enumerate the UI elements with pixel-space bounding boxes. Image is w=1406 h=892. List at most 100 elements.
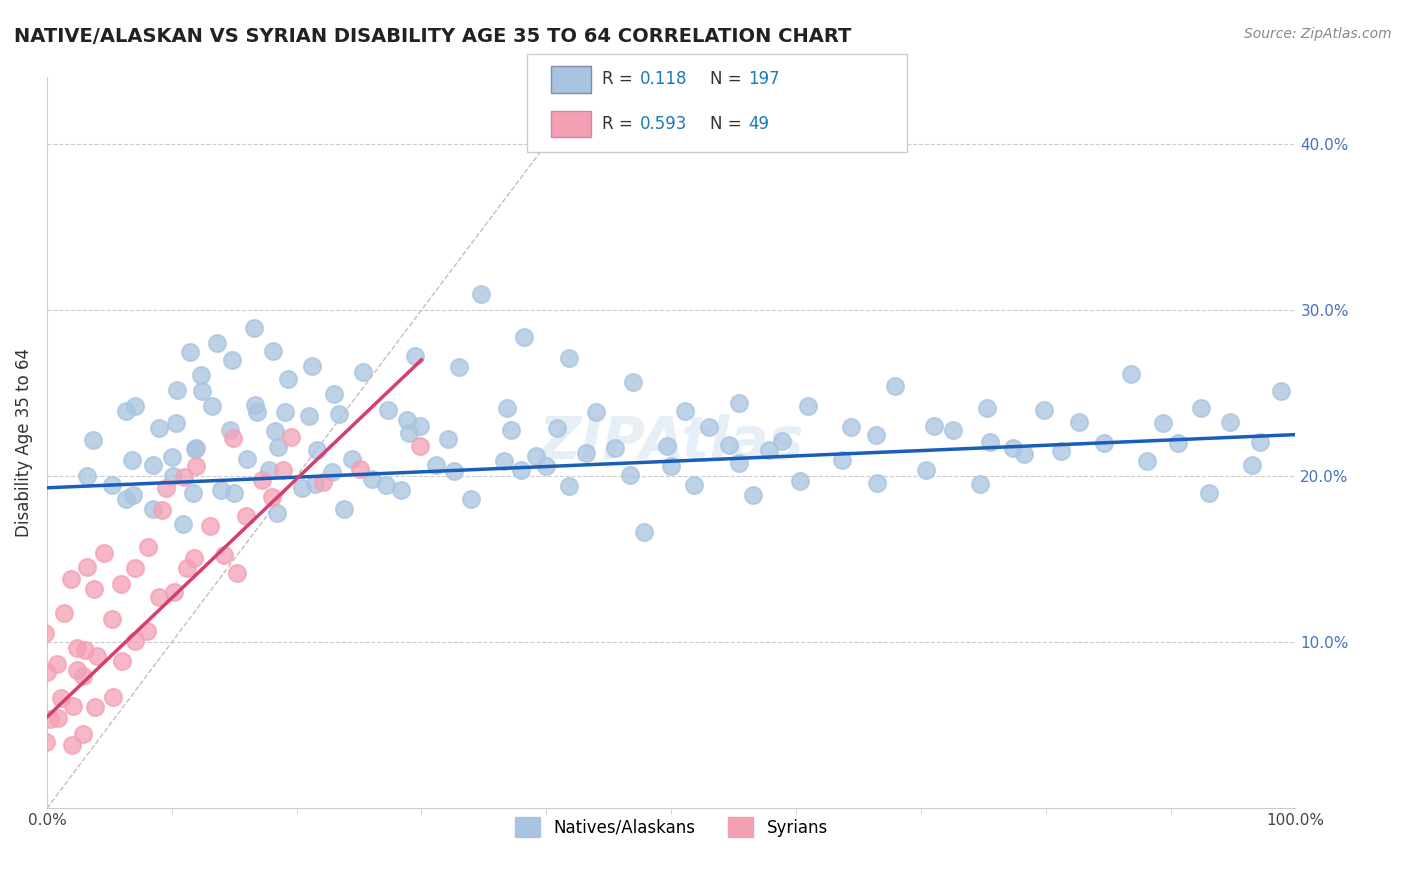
Point xyxy=(470,286,492,301)
Point xyxy=(72,727,94,741)
Point xyxy=(266,506,288,520)
Point xyxy=(93,546,115,560)
Point xyxy=(619,467,641,482)
Point xyxy=(291,481,314,495)
Point xyxy=(328,407,350,421)
Point xyxy=(82,434,104,448)
Point xyxy=(1189,401,1212,416)
Text: 0.593: 0.593 xyxy=(640,115,688,133)
Text: N =: N = xyxy=(710,70,747,88)
Point xyxy=(1270,384,1292,399)
Point xyxy=(883,379,905,393)
Point xyxy=(184,442,207,456)
Point xyxy=(179,345,201,359)
Point xyxy=(360,472,382,486)
Point xyxy=(76,469,98,483)
Point xyxy=(62,698,84,713)
Point xyxy=(621,375,644,389)
Point xyxy=(409,419,432,434)
Point xyxy=(219,423,242,437)
Point xyxy=(494,454,516,468)
Point xyxy=(976,401,998,416)
Point xyxy=(246,405,269,419)
Point xyxy=(142,458,165,473)
Point xyxy=(405,349,427,363)
Text: 197: 197 xyxy=(748,70,779,88)
Point xyxy=(152,502,174,516)
Point xyxy=(770,434,793,449)
Point xyxy=(190,368,212,382)
Point xyxy=(322,387,344,401)
Point xyxy=(101,690,124,705)
Point xyxy=(377,403,399,417)
Point xyxy=(659,458,682,473)
Point xyxy=(574,445,596,459)
Point xyxy=(305,443,328,458)
Point xyxy=(135,624,157,638)
Point xyxy=(110,577,132,591)
Point xyxy=(148,421,170,435)
Point xyxy=(333,501,356,516)
Point xyxy=(425,458,447,472)
Point xyxy=(1033,403,1056,417)
Point xyxy=(534,458,557,473)
Point xyxy=(742,488,765,502)
Point xyxy=(1198,486,1220,500)
Point xyxy=(38,713,60,727)
Point xyxy=(274,405,297,419)
Point xyxy=(162,450,184,465)
Point xyxy=(66,663,89,677)
Point xyxy=(271,463,294,477)
Point xyxy=(655,440,678,454)
Point xyxy=(184,459,207,474)
Text: 49: 49 xyxy=(748,115,769,133)
Point xyxy=(585,404,607,418)
Point xyxy=(209,483,232,498)
Point xyxy=(409,439,432,453)
Point xyxy=(155,482,177,496)
Point xyxy=(172,516,194,531)
Point xyxy=(673,404,696,418)
Point xyxy=(35,665,58,680)
Point xyxy=(198,518,221,533)
Point xyxy=(277,372,299,386)
Point xyxy=(443,464,465,478)
Point xyxy=(201,399,224,413)
Point xyxy=(121,452,143,467)
Point xyxy=(73,643,96,657)
Point xyxy=(190,384,212,399)
Point xyxy=(321,465,343,479)
Point xyxy=(181,485,204,500)
Point xyxy=(558,479,581,493)
Point xyxy=(122,488,145,502)
Point xyxy=(349,462,371,476)
Point xyxy=(100,478,122,492)
Legend: Natives/Alaskans, Syrians: Natives/Alaskans, Syrians xyxy=(508,810,835,844)
Point xyxy=(111,654,134,668)
Point xyxy=(718,438,741,452)
Point xyxy=(699,419,721,434)
Point xyxy=(1249,434,1271,449)
Point xyxy=(1119,367,1142,381)
Text: Source: ZipAtlas.com: Source: ZipAtlas.com xyxy=(1244,27,1392,41)
Point xyxy=(352,365,374,379)
Point xyxy=(340,451,363,466)
Point xyxy=(513,330,536,344)
Point xyxy=(280,430,302,444)
Point xyxy=(1219,415,1241,429)
Point xyxy=(558,351,581,366)
Point xyxy=(176,561,198,575)
Point xyxy=(304,476,326,491)
Point xyxy=(1241,458,1264,473)
Point xyxy=(922,418,945,433)
Point xyxy=(831,452,853,467)
Point xyxy=(603,441,626,455)
Point xyxy=(221,352,243,367)
Point xyxy=(789,475,811,489)
Point xyxy=(48,711,70,725)
Point xyxy=(374,477,396,491)
Point xyxy=(1069,415,1091,429)
Point xyxy=(207,336,229,351)
Point xyxy=(1002,442,1025,456)
Text: 0.118: 0.118 xyxy=(640,70,688,88)
